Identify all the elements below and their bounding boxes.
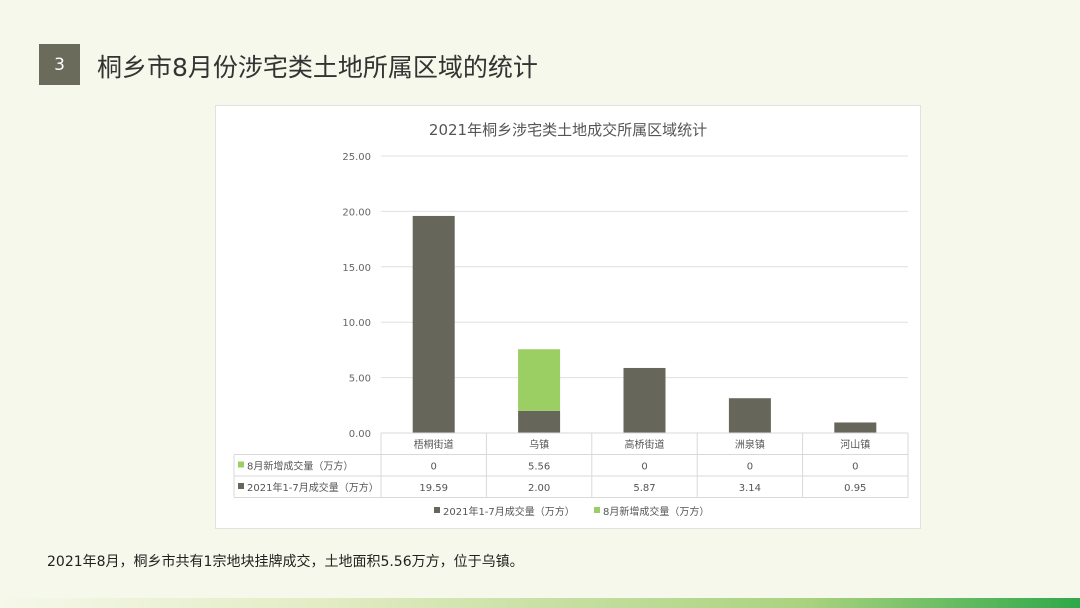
y-tick-label: 10.00 xyxy=(342,318,371,329)
chart-container: 2021年桐乡涉宅类土地成交所属区域统计 0.00 5.00 10.00 15.00 20… xyxy=(215,105,921,529)
y-tick-label: 0.00 xyxy=(349,429,371,440)
bar-segment xyxy=(518,349,561,411)
legend-label: 8月新增成交量（万方） xyxy=(603,505,709,518)
legend-key xyxy=(238,483,244,489)
stacked-bar-chart: 2021年桐乡涉宅类土地成交所属区域统计 0.00 5.00 10.00 15.00 20… xyxy=(233,121,909,518)
x-category-label: 乌镇 xyxy=(529,438,549,451)
x-category-label: 高桥街道 xyxy=(625,438,665,451)
table-cell-value: 5.87 xyxy=(633,483,655,494)
bar-segment xyxy=(623,367,666,433)
chart-title: 2021年桐乡涉宅类土地成交所属区域统计 xyxy=(429,121,707,139)
legend-key xyxy=(238,461,244,468)
bar-segment xyxy=(834,422,877,433)
x-category-label: 梧桐街道 xyxy=(414,438,454,451)
y-tick-label: 25.00 xyxy=(342,152,371,163)
y-tick-label: 20.00 xyxy=(342,207,371,218)
slide-title: 桐乡市8月份涉宅类土地所属区域的统计 xyxy=(97,53,538,82)
y-tick-label: 5.00 xyxy=(349,374,371,385)
section-number: 3 xyxy=(39,44,80,85)
bar-segment xyxy=(412,215,455,433)
legend-key xyxy=(434,507,440,513)
table-cell-value: 0 xyxy=(852,462,858,473)
table-row-label: 8月新增成交量（万方） xyxy=(247,460,353,473)
table-row-label: 2021年1-7月成交量（万方） xyxy=(247,481,379,494)
table-cell-value: 19.59 xyxy=(419,483,448,494)
table-cell-value: 3.14 xyxy=(739,483,761,494)
table-cell-value: 0 xyxy=(431,462,437,473)
summary-caption: 2021年8月，桐乡市共有1宗地块挂牌成交，土地面积5.56万方，位于乌镇。 xyxy=(47,554,524,570)
table-cell-value: 2.00 xyxy=(528,483,550,494)
legend-label: 2021年1-7月成交量（万方） xyxy=(443,505,575,518)
bar-segment xyxy=(728,398,771,433)
legend-key xyxy=(594,507,600,513)
x-category-label: 河山镇 xyxy=(840,438,870,451)
y-tick-label: 15.00 xyxy=(342,263,371,274)
table-cell-value: 5.56 xyxy=(528,462,550,473)
bar-segment xyxy=(518,410,561,433)
table-cell-value: 0 xyxy=(641,462,647,473)
table-cell-value: 0.95 xyxy=(844,483,866,494)
table-cell-value: 0 xyxy=(747,462,753,473)
decorative-gradient-bar xyxy=(0,598,1080,608)
x-category-label: 洲泉镇 xyxy=(735,438,765,451)
